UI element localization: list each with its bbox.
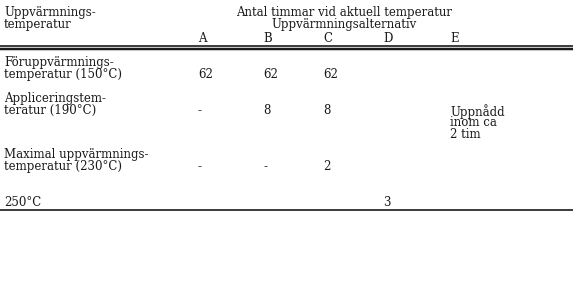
Text: temperatur (230°C): temperatur (230°C): [4, 160, 122, 173]
Text: 250°C: 250°C: [4, 196, 41, 209]
Text: Antal timmar vid aktuell temperatur: Antal timmar vid aktuell temperatur: [236, 6, 452, 19]
Text: temperatur (150°C): temperatur (150°C): [4, 68, 122, 81]
Text: -: -: [198, 104, 202, 117]
Text: C: C: [323, 32, 332, 45]
Text: 3: 3: [383, 196, 391, 209]
Text: 2: 2: [323, 160, 331, 173]
Text: Appliceringstem-: Appliceringstem-: [4, 92, 106, 105]
Text: 2 tim: 2 tim: [450, 128, 481, 141]
Text: -: -: [198, 160, 202, 173]
Text: temperatur: temperatur: [4, 18, 72, 31]
Text: Uppvärmningsalternativ: Uppvärmningsalternativ: [272, 18, 417, 31]
Text: A: A: [198, 32, 206, 45]
Text: Föruppvärmnings-: Föruppvärmnings-: [4, 56, 114, 69]
Text: -: -: [263, 160, 267, 173]
Text: 8: 8: [263, 104, 270, 117]
Text: 62: 62: [323, 68, 338, 81]
Text: E: E: [450, 32, 458, 45]
Text: Uppnådd: Uppnådd: [450, 104, 505, 119]
Text: 8: 8: [323, 104, 331, 117]
Text: Uppvärmnings-: Uppvärmnings-: [4, 6, 96, 19]
Text: inom ca: inom ca: [450, 116, 497, 129]
Text: B: B: [263, 32, 272, 45]
Text: Maximal uppvärmnings-: Maximal uppvärmnings-: [4, 148, 148, 161]
Text: teratur (190°C): teratur (190°C): [4, 104, 96, 117]
Text: 62: 62: [198, 68, 213, 81]
Text: 62: 62: [263, 68, 278, 81]
Text: D: D: [383, 32, 393, 45]
